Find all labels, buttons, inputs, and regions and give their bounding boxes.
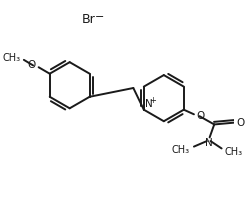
Text: O: O — [197, 111, 205, 121]
Text: Br: Br — [82, 13, 95, 26]
Text: O: O — [28, 60, 36, 70]
Text: O: O — [236, 118, 245, 128]
Text: N: N — [145, 99, 152, 109]
Text: +: + — [149, 96, 156, 105]
Text: CH₃: CH₃ — [224, 147, 243, 157]
Text: N: N — [205, 138, 213, 148]
Text: CH₃: CH₃ — [171, 145, 189, 155]
Text: −: − — [95, 12, 104, 22]
Text: CH₃: CH₃ — [3, 53, 21, 63]
